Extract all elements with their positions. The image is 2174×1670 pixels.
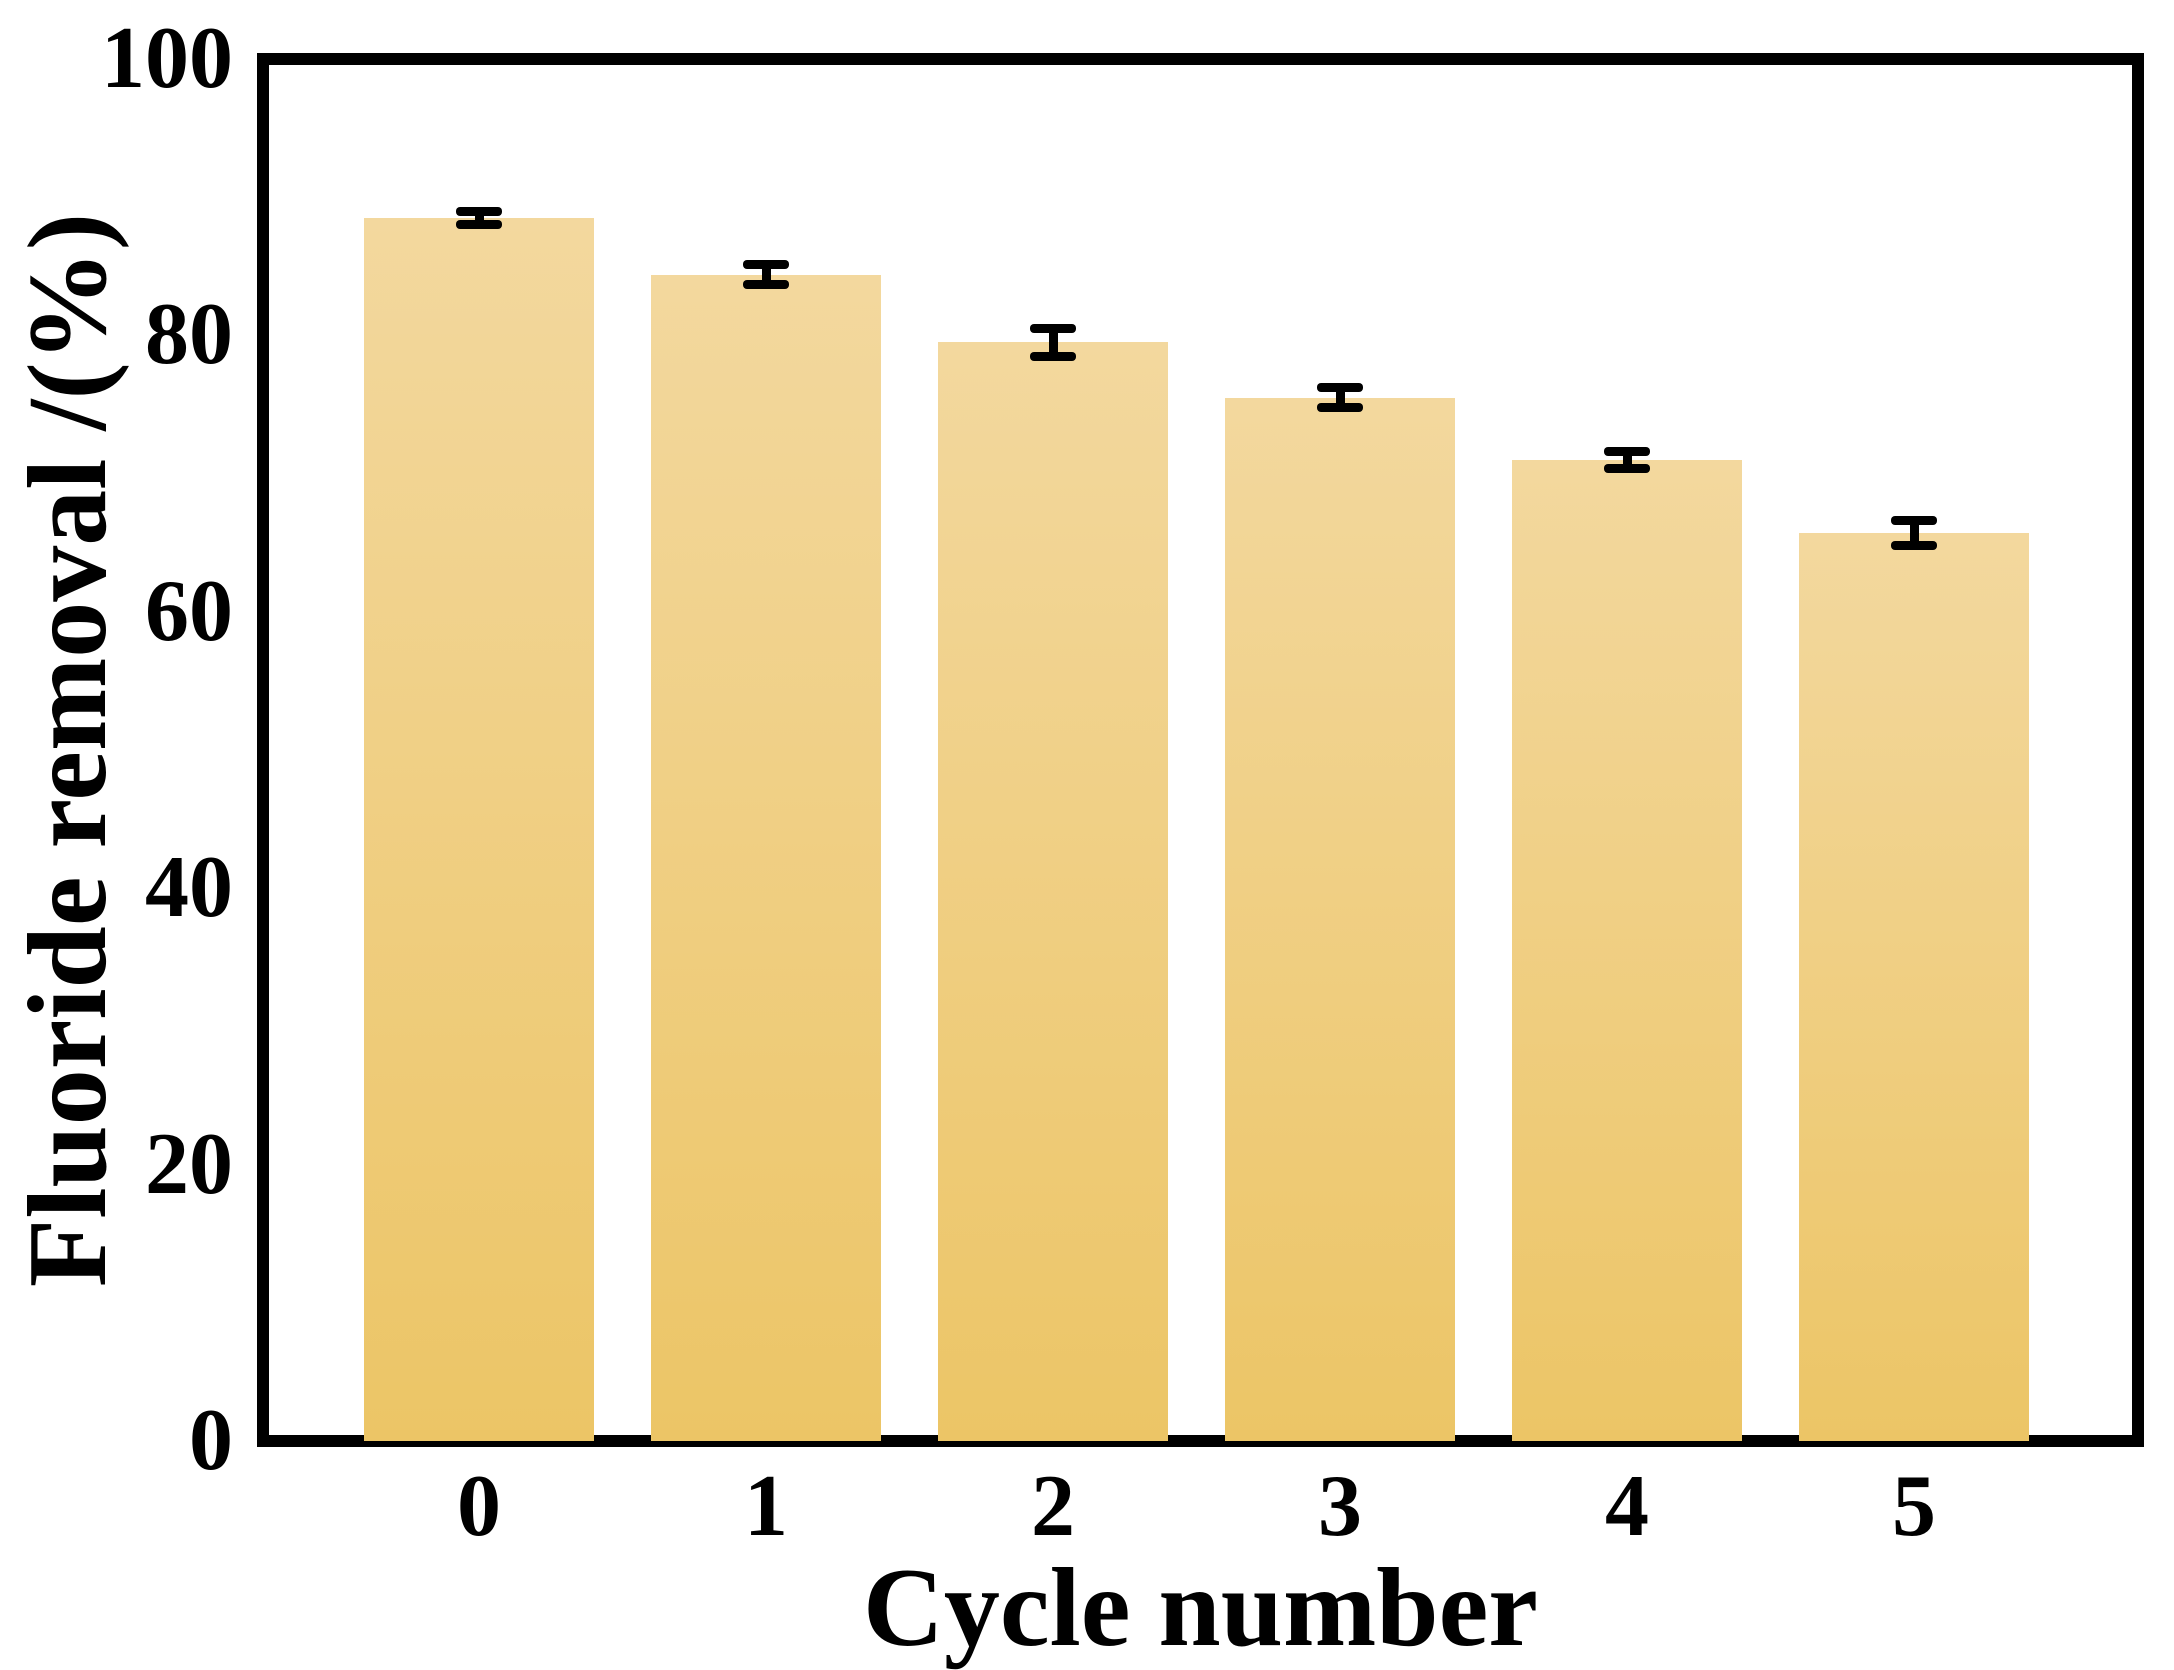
x-axis-label: Cycle number — [862, 1546, 1538, 1670]
error-bar — [1030, 323, 1076, 361]
error-bar-top-cap — [1604, 446, 1650, 456]
error-bar-bottom-cap — [1891, 540, 1937, 550]
x-tick-label: 3 — [1318, 1458, 1362, 1555]
error-bar-stem — [1622, 446, 1632, 473]
error-bar-top-cap — [1891, 516, 1937, 526]
y-tick-label: 40 — [145, 839, 233, 937]
error-bar-top-cap — [456, 206, 502, 216]
error-bar-top-cap — [743, 260, 789, 270]
error-bar-stem — [474, 206, 484, 230]
error-bar — [1891, 516, 1937, 550]
bar — [1225, 398, 1455, 1441]
y-tick-label: 0 — [189, 1392, 233, 1489]
bar — [1512, 460, 1742, 1441]
x-tick-label: 1 — [744, 1458, 788, 1555]
x-tick-label: 0 — [457, 1458, 501, 1555]
x-tick-label: 2 — [1031, 1458, 1075, 1555]
error-bar-stem — [1335, 383, 1345, 412]
error-bar-bottom-cap — [1604, 463, 1650, 473]
y-axis-label: Fluoride removal /(%) — [6, 212, 130, 1288]
error-bar-bottom-cap — [456, 220, 502, 230]
y-tick-label: 100 — [101, 10, 233, 107]
error-bar-stem — [761, 260, 771, 289]
error-bar-bottom-cap — [743, 279, 789, 289]
x-tick-label: 4 — [1605, 1458, 1649, 1555]
bar — [651, 275, 881, 1441]
error-bar — [456, 206, 502, 230]
y-tick-label: 20 — [145, 1115, 233, 1213]
bar — [364, 218, 594, 1441]
error-bar-stem — [1909, 516, 1919, 550]
error-bar — [1604, 446, 1650, 473]
bar — [938, 342, 1168, 1441]
error-bar-bottom-cap — [1030, 351, 1076, 361]
error-bar-stem — [1048, 323, 1058, 361]
error-bar-bottom-cap — [1317, 402, 1363, 412]
error-bar — [743, 260, 789, 289]
plot-frame — [257, 53, 2144, 1447]
error-bar-top-cap — [1317, 383, 1363, 393]
y-tick-label: 80 — [145, 286, 233, 384]
error-bar — [1317, 383, 1363, 412]
bar — [1799, 533, 2029, 1441]
x-tick-label: 5 — [1892, 1458, 1936, 1555]
error-bar-top-cap — [1030, 323, 1076, 333]
y-tick-label: 60 — [145, 562, 233, 660]
plot-area — [269, 65, 2132, 1441]
